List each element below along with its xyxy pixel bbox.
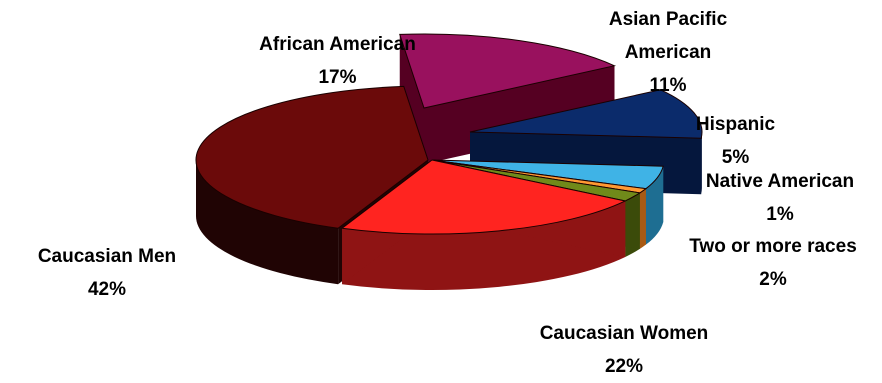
slice-caucasian-men — [195, 85, 429, 229]
label-name: Caucasian Men — [37, 246, 177, 267]
label-value: 2% — [759, 269, 787, 290]
slice-caucasian-women — [340, 159, 627, 235]
label-value: 5% — [721, 147, 750, 168]
label-caucasian-men: Caucasian Men 42% — [12, 240, 202, 306]
label-african-american: African American 17% — [235, 28, 440, 94]
label-asian-pacific-american: Asian Pacific American 11% — [583, 3, 753, 102]
label-name-line2: American — [624, 42, 712, 63]
label-native-american: Native American 1% — [680, 165, 880, 231]
label-name: Caucasian Women — [539, 323, 709, 344]
label-name: African American — [259, 34, 416, 55]
label-caucasian-women: Caucasian Women 22% — [512, 317, 736, 383]
slice-side-asian-pacific-american — [701, 132, 702, 195]
label-name: Native American — [705, 171, 855, 192]
label-name: Two or more races — [689, 236, 857, 257]
label-name: Hispanic — [695, 114, 776, 135]
slice-side-caucasian-men — [196, 160, 339, 285]
slice-african-american — [399, 33, 617, 109]
label-name-line1: Asian Pacific — [608, 9, 728, 30]
slice-asian-pacific-american — [469, 89, 703, 139]
label-value: 22% — [604, 356, 644, 377]
label-hispanic: Hispanic 5% — [678, 108, 793, 174]
label-two-or-more-races: Two or more races 2% — [664, 230, 882, 296]
label-value: 11% — [649, 75, 687, 96]
label-value: 1% — [766, 204, 794, 225]
label-value: 17% — [318, 67, 357, 88]
label-value: 42% — [87, 279, 127, 300]
pie-tops — [195, 33, 703, 235]
